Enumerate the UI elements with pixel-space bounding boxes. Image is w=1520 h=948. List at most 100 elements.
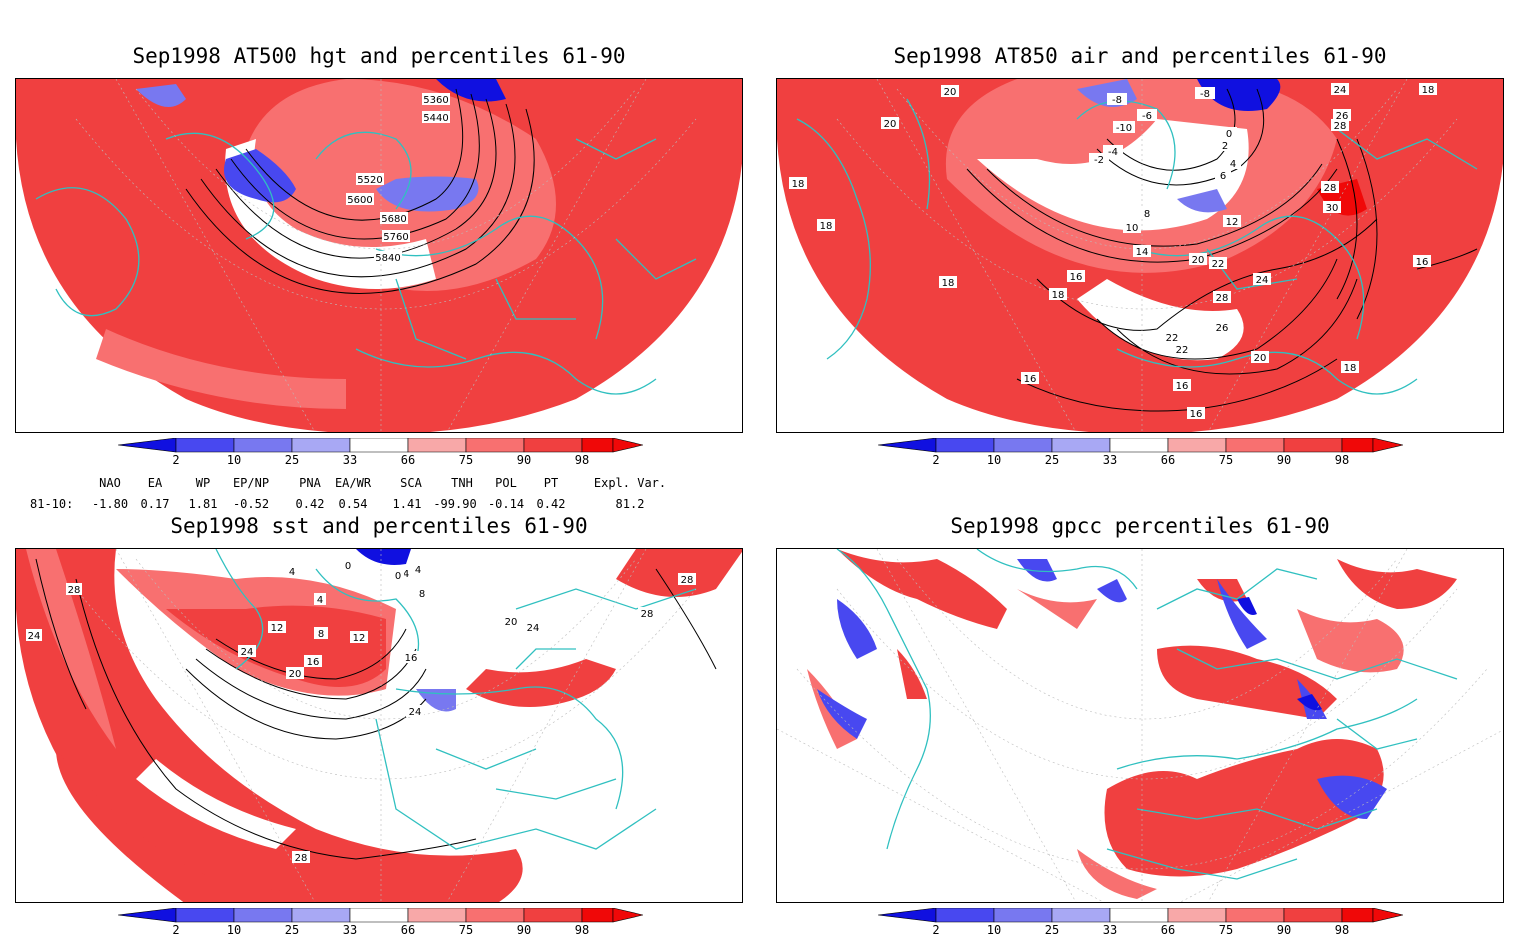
index-value: -0.52 (232, 497, 270, 511)
contour-label: -8 (1107, 93, 1127, 106)
colorbar-tick-label: 75 (1218, 453, 1234, 467)
svg-text:12: 12 (271, 623, 284, 634)
contour-label: 12 (268, 621, 286, 634)
colorbar-tick-label: 90 (516, 923, 532, 937)
contour-label: 12 (1223, 215, 1241, 228)
colorbar-segment (581, 908, 614, 923)
colorbar-tick-label: 2 (932, 923, 940, 937)
svg-text:16: 16 (1416, 257, 1429, 268)
contour-label: 18 (817, 219, 835, 232)
colorbar-tick-label: 75 (458, 923, 474, 937)
colorbar-segment (1109, 908, 1169, 923)
contour-label: 30 (1323, 201, 1341, 214)
svg-text:28: 28 (1216, 293, 1229, 304)
contour-label: -10 (1113, 121, 1135, 134)
colorbar-tick-label: 33 (342, 453, 358, 467)
svg-text:4: 4 (1230, 159, 1236, 170)
svg-text:18: 18 (820, 221, 833, 232)
colorbar-tick-label: 10 (226, 923, 242, 937)
colorbar-segment (465, 438, 525, 453)
svg-text:4: 4 (289, 567, 295, 578)
colorbar-segment (291, 438, 351, 453)
contour-label: -2 (1089, 153, 1109, 166)
map-panel-gpcc (776, 548, 1504, 903)
colorbar-tick-label: 90 (516, 453, 532, 467)
colorbar-hgt500: 2 10 25 33 66 75 90 98 (118, 438, 643, 478)
map-air850: 20 20 18 18 18 16 18 16 16 16 -8 -8 -6 -… (777, 79, 1503, 432)
svg-text:22: 22 (1166, 333, 1179, 344)
colorbar-tick-label: 25 (1044, 923, 1060, 937)
contour-label: 26 (1333, 109, 1351, 122)
index-value: -99.90 (433, 497, 477, 511)
index-header-row: NAO EA WP EP/NP PNA EA/WR SCA TNH POL PT Expl. Var… (0, 476, 760, 492)
panel-title-gpcc: Sep1998 gpcc percentiles 61-90 (950, 514, 1330, 538)
colorbar-segment (935, 908, 995, 923)
contour-label: 28 (638, 607, 656, 620)
colorbar-tick-label: 66 (1160, 453, 1176, 467)
svg-text:28: 28 (641, 609, 654, 620)
index-header: EA/WR (334, 476, 372, 490)
contour-label: 26 (1213, 321, 1231, 334)
colorbar-tick-label: 90 (1276, 923, 1292, 937)
contour-label: 14 (1133, 245, 1151, 258)
colorbar-tick-label: 98 (1334, 923, 1350, 937)
colorbar-swatches (118, 438, 643, 453)
svg-text:18: 18 (1422, 85, 1435, 96)
colorbar-tick-label: 10 (986, 923, 1002, 937)
svg-text:5440: 5440 (423, 113, 448, 124)
panel-title-sst: Sep1998 sst and percentiles 61-90 (170, 514, 588, 538)
colorbar-gpcc: 2 10 25 33 66 75 90 98 (878, 908, 1403, 948)
colorbar-tick-label: 10 (226, 453, 242, 467)
index-value: 1.81 (188, 497, 218, 511)
colorbar-tick-label: 33 (1102, 923, 1118, 937)
index-value: 0.42 (536, 497, 566, 511)
contour-label: 18 (939, 276, 957, 289)
contour-label: 10 (1123, 221, 1141, 234)
contour-label: 4 (314, 593, 326, 606)
contour-label: 24 (1253, 273, 1271, 286)
colorbar-tick-label: 66 (400, 923, 416, 937)
contour-label: 22 (1209, 257, 1227, 270)
colorbar-segment (1167, 438, 1227, 453)
svg-text:24: 24 (1334, 85, 1347, 96)
colorbar-segment (878, 438, 937, 453)
index-header: PNA (299, 476, 321, 490)
svg-text:-8: -8 (1200, 89, 1210, 100)
colorbar-tick-label: 25 (284, 923, 300, 937)
contour-label: 16 (1021, 372, 1039, 385)
svg-text:16: 16 (1190, 409, 1203, 420)
contour-label: 5840 (374, 251, 402, 264)
contour-label: 24 (1331, 83, 1349, 96)
svg-text:5360: 5360 (423, 95, 448, 106)
svg-text:4: 4 (317, 595, 323, 606)
contour-label: 22 (1173, 343, 1191, 356)
svg-text:5840: 5840 (375, 253, 400, 264)
contour-label: 6 (1215, 169, 1231, 182)
colorbar-segment (935, 438, 995, 453)
contour-label: 4 (412, 563, 424, 576)
contour-label: 22 (1163, 331, 1181, 344)
svg-text:20: 20 (289, 669, 302, 680)
colorbar-tick-label: 75 (458, 453, 474, 467)
colorbar-tick-label: 75 (1218, 923, 1234, 937)
index-value: -0.14 (487, 497, 525, 511)
colorbar-segment (1109, 438, 1169, 453)
svg-text:10: 10 (1126, 223, 1139, 234)
colorbar-tick-label: 98 (574, 923, 590, 937)
svg-text:30: 30 (1326, 203, 1339, 214)
index-row-label: 81-10: (30, 497, 74, 511)
contour-label: -6 (1137, 109, 1157, 122)
contour-label: 24 (238, 645, 256, 658)
contour-label: 16 (304, 655, 322, 668)
contour-label: 5760 (382, 230, 410, 243)
svg-text:20: 20 (1254, 353, 1267, 364)
index-value-row: 81-10: -1.80 0.17 1.81 -0.52 0.42 0.54 1.41 -99.… (0, 497, 760, 513)
colorbar-segment (1225, 908, 1285, 923)
colorbar-tick-label: 98 (1334, 453, 1350, 467)
svg-text:22: 22 (1176, 345, 1189, 356)
contour-label: 4 (286, 565, 298, 578)
colorbar-segment (118, 438, 177, 453)
colorbar-tick-label: 10 (986, 453, 1002, 467)
svg-text:16: 16 (1024, 374, 1037, 385)
svg-text:28: 28 (1334, 121, 1347, 132)
